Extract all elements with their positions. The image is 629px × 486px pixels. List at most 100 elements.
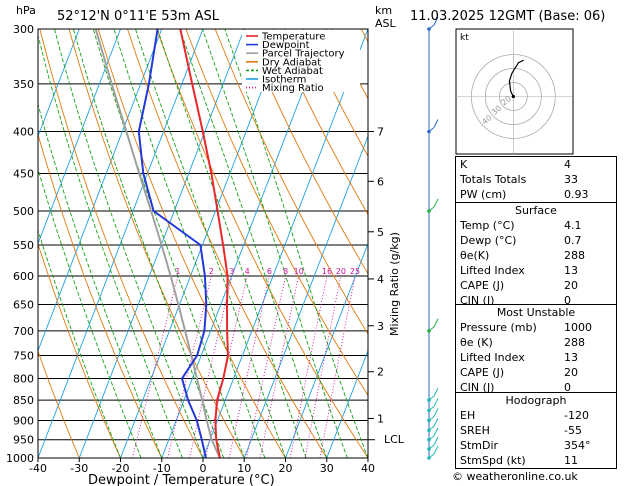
- hodograph-row: StmSpd (kt) 11: [456, 453, 616, 468]
- pressure-tick-label: 750: [13, 349, 34, 362]
- wind-barb: [428, 445, 439, 459]
- mixing-ratio-line: [319, 275, 356, 458]
- hodograph-row: EH -120: [456, 408, 616, 423]
- most-unstable-value: 13: [564, 351, 578, 364]
- mixing-ratio-label: Mixing Ratio (g/kg): [388, 232, 401, 336]
- legend-label: Temperature: [261, 32, 325, 43]
- surface-row: Lifted Index 13: [456, 263, 616, 278]
- most-unstable-value: 288: [564, 336, 585, 349]
- mixing-ratio-value-label: 4: [245, 267, 250, 276]
- dry-adiabat-line: [273, 29, 368, 216]
- legend-label: Wet Adiabat: [262, 66, 323, 77]
- temperature-line: [179, 29, 229, 458]
- isotherm-line: [38, 29, 163, 353]
- mixing-ratio-line: [245, 275, 287, 458]
- mixing-ratio-value-label: 8: [283, 267, 288, 276]
- wet-adiabat-line: [38, 102, 163, 458]
- most-unstable-row: Lifted Index 13: [456, 350, 616, 365]
- mixing-ratio-value-label: 1: [175, 267, 180, 276]
- lcl-label: LCL: [384, 433, 405, 446]
- wet-adiabat-line: [73, 29, 225, 458]
- surface-label: Temp (°C): [460, 219, 515, 232]
- dry-adiabat-line: [302, 29, 368, 158]
- surface-value: 0: [564, 294, 571, 307]
- dry-adiabat-line: [214, 29, 368, 335]
- km-tick-label: 6: [377, 175, 384, 188]
- hodograph-label: StmDir: [460, 439, 499, 452]
- hodograph-row: StmDir 354°: [456, 438, 616, 453]
- wet-adiabat-line: [157, 29, 307, 458]
- surface-label: θe(K): [460, 249, 490, 262]
- most-unstable-value: 1000: [564, 321, 592, 334]
- dry-adiabat-line: [68, 29, 245, 458]
- wind-barb: [428, 436, 439, 450]
- parcel-trajectory-line: [94, 29, 221, 458]
- surface-row: Dewp (°C) 0.7: [456, 233, 616, 248]
- wind-barb: [428, 387, 439, 401]
- pressure-tick-label: 700: [13, 325, 34, 338]
- index-pw-row: PW (cm) 0.93: [460, 188, 589, 201]
- pressure-tick-label: 1000: [6, 452, 34, 465]
- pressure-tick-label: 400: [13, 126, 34, 139]
- wind-barb: [428, 408, 439, 421]
- legend-label: Dry Adiabat: [262, 57, 321, 68]
- pressure-tick-label: 300: [13, 23, 34, 36]
- temperature-tick-label: 20: [279, 462, 293, 475]
- surface-label: Dewp (°C): [460, 234, 517, 247]
- wet-adiabat-line: [179, 29, 328, 458]
- copyright: © weatheronline.co.uk: [452, 470, 578, 483]
- surface-row: Temp (°C) 4.1: [456, 218, 616, 233]
- title-right: 11.03.2025 12GMT (Base: 06): [410, 9, 605, 24]
- dry-adiabat-line: [624, 29, 629, 458]
- surface-label: CAPE (J): [460, 279, 505, 292]
- pressure-tick-label: 600: [13, 270, 34, 283]
- mixing-ratio-value-label: 25: [350, 267, 360, 276]
- pressure-tick-label: 650: [13, 299, 34, 312]
- dry-adiabat-line: [127, 29, 328, 458]
- hodograph-value: 11: [564, 454, 578, 467]
- surface-value: 13: [564, 264, 578, 277]
- isotherm-line: [326, 349, 368, 458]
- pressure-tick-label: 450: [13, 167, 34, 180]
- mixing-ratio-value-label: 3: [229, 267, 234, 276]
- most-unstable-label: Pressure (mb): [460, 321, 537, 334]
- legend-label: Mixing Ratio: [262, 83, 324, 94]
- legend-label: Isotherm: [262, 75, 306, 86]
- isotherm-line: [38, 29, 80, 138]
- wind-barb: [428, 198, 439, 212]
- most-unstable-table: Most Unstable Pressure (mb) 1000 θe (K) 288…: [455, 304, 617, 396]
- hodograph-frame: [455, 28, 574, 155]
- wind-barb: [428, 398, 439, 411]
- hodograph-table-title: Hodograph: [505, 394, 567, 407]
- temperature-tick-label: 30: [320, 462, 334, 475]
- dry-adiabat-line: [38, 132, 163, 458]
- surface-row: CIN (J) 0: [456, 293, 616, 308]
- mixing-ratio-line: [131, 275, 179, 458]
- hodograph-origin: [511, 94, 515, 99]
- hodograph-trace: [508, 59, 524, 97]
- mixing-ratio-value-label: 2: [209, 267, 214, 276]
- wet-adiabat-line: [135, 29, 286, 458]
- most-unstable-value: 0: [564, 381, 571, 394]
- wet-adiabat-line: [38, 33, 183, 458]
- dry-adiabat-line: [38, 242, 121, 458]
- temperature-tick-label: 40: [361, 462, 375, 475]
- isotherm-line: [38, 29, 121, 245]
- mixing-ratio-value-label: 6: [267, 267, 272, 276]
- wet-adiabat-line: [54, 29, 204, 458]
- pressure-tick-label: 550: [13, 239, 34, 252]
- most-unstable-row: CAPE (J) 20: [456, 365, 616, 380]
- dry-adiabat-line: [243, 29, 368, 275]
- surface-value: 288: [564, 249, 585, 262]
- hodograph-value: -120: [564, 409, 589, 422]
- isotherm-line: [120, 29, 286, 458]
- y-axis-label-hpa: hPa: [16, 4, 36, 17]
- most-unstable-title: Most Unstable: [496, 306, 576, 319]
- hodograph-value: -55: [564, 424, 582, 437]
- isotherm-line: [161, 29, 328, 458]
- pressure-tick-label: 500: [13, 205, 34, 218]
- temperature-tick-label: -20: [112, 462, 130, 475]
- pressure-tick-label: 850: [13, 394, 34, 407]
- index-tt-row: Totals Totals 33: [460, 173, 578, 186]
